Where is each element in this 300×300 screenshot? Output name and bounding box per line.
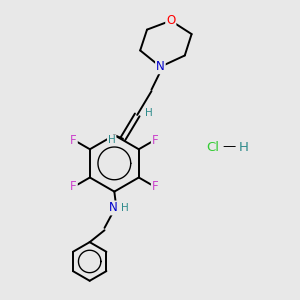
Text: H: H xyxy=(121,203,129,213)
Text: N: N xyxy=(156,60,165,73)
Text: F: F xyxy=(152,134,158,146)
Text: F: F xyxy=(70,180,77,193)
Text: N: N xyxy=(109,202,117,214)
Text: Cl: Cl xyxy=(206,140,219,154)
Text: F: F xyxy=(152,180,158,193)
Text: H: H xyxy=(145,108,152,118)
Text: —: — xyxy=(222,140,236,154)
Text: F: F xyxy=(70,134,77,146)
Text: O: O xyxy=(166,14,176,27)
Text: H: H xyxy=(239,140,249,154)
Text: H: H xyxy=(108,135,116,145)
